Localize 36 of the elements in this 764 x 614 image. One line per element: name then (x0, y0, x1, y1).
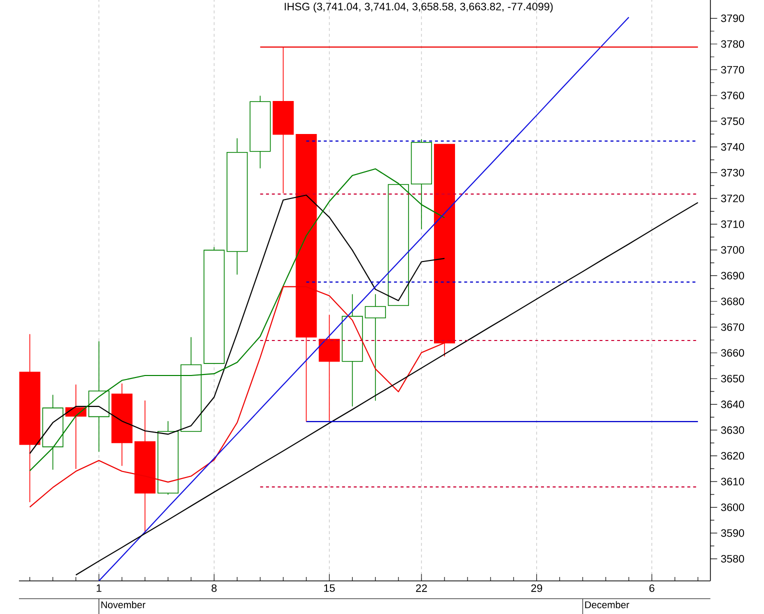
y-tick-label: 3640 (721, 400, 744, 408)
y-tick-label: 3630 (721, 426, 744, 434)
y-tick-label: 3730 (721, 168, 744, 176)
y-tick-label: 3690 (721, 272, 744, 280)
y-tick-label: 3610 (721, 478, 744, 486)
y-tick-label: 3580 (721, 554, 744, 562)
y-tick-label: 3780 (721, 40, 744, 48)
y-tick-label: 3650 (721, 374, 744, 382)
y-tick-label: 3710 (721, 220, 744, 228)
x-tick-label: 15 (324, 584, 335, 592)
line-series (75, 202, 698, 576)
x-tick-label: 29 (531, 584, 542, 592)
x-tick-label: 22 (416, 584, 427, 592)
y-tick-label: 3620 (721, 452, 744, 460)
y-tick-label: 3790 (721, 14, 744, 22)
y-tick-label: 3670 (721, 323, 744, 331)
x-tick-label: 1 (96, 584, 102, 592)
y-tick-label: 3750 (721, 117, 744, 125)
line-series (98, 16, 630, 581)
y-tick-label: 3700 (721, 246, 744, 254)
y-tick-label: 3770 (721, 66, 744, 74)
x-tick-label: 8 (212, 584, 217, 592)
y-tick-label: 3600 (721, 503, 744, 511)
text: November (101, 600, 146, 608)
x-tick-label: 6 (649, 584, 654, 592)
y-tick-label: 3740 (721, 143, 744, 151)
chart-title: IHSG (3,741.04, 3,741.04, 3,658.58, 3,663.82, -77.4099) (284, 2, 553, 12)
y-tick-label: 3660 (721, 348, 744, 356)
y-tick-label: 3680 (721, 297, 744, 306)
y-tick-label: 3720 (721, 194, 744, 202)
line-series (29, 286, 446, 508)
candlestick (364, 294, 386, 401)
candlestick (318, 314, 340, 422)
y-tick-label: 3760 (721, 92, 744, 100)
y-tick-label: 3590 (721, 529, 744, 537)
text: December (585, 600, 630, 608)
